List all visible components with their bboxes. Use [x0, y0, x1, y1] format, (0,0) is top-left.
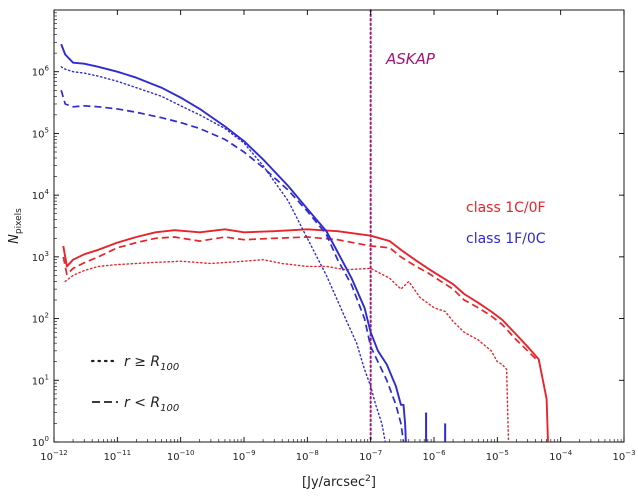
y-tick-label: 103: [32, 250, 49, 264]
series-line-5: [60, 66, 386, 443]
askap-label: ASKAP: [385, 50, 436, 68]
y-tick-label: 102: [32, 312, 49, 326]
x-tick-label: 10−6: [422, 449, 446, 463]
series-line-2: [64, 259, 510, 443]
x-tick-label: 10−4: [549, 449, 573, 463]
series-line-3: [60, 43, 407, 443]
x-tick-label: 10−10: [167, 449, 195, 463]
legend-class-1f0c: class 1F/0C: [466, 231, 546, 247]
x-tick-label: 10−5: [486, 449, 509, 463]
y-tick-label: 100: [32, 435, 49, 449]
y-tick-label: 105: [32, 126, 49, 140]
series-line-0: [62, 228, 549, 443]
series-line-4: [60, 90, 405, 443]
x-tick-label: 10−3: [612, 449, 635, 463]
x-tick-label: 10−8: [296, 449, 319, 463]
legend-class-1c0f: class 1C/0F: [466, 200, 546, 216]
x-tick-label: 10−9: [232, 449, 255, 463]
x-tick-label: 10−7: [359, 449, 382, 463]
svg-text:r ≥ R100: r ≥ R100: [124, 354, 179, 373]
y-tick-label: 101: [32, 373, 49, 387]
x-axis-label: [Jy/arcsec2]: [302, 474, 376, 490]
legend-dotted: r ≥ R100: [90, 354, 179, 373]
svg-text:r < R100: r < R100: [124, 395, 179, 414]
legend-dashed: r < R100: [92, 395, 179, 414]
y-tick-label: 106: [32, 65, 50, 79]
x-tick-label: 10−12: [40, 449, 68, 463]
series-line-1: [62, 236, 540, 363]
y-tick-label: 104: [32, 188, 50, 202]
plot-area: [53, 9, 625, 443]
y-axis-label: Npixels: [7, 208, 24, 244]
x-tick-label: 10−11: [104, 449, 132, 463]
